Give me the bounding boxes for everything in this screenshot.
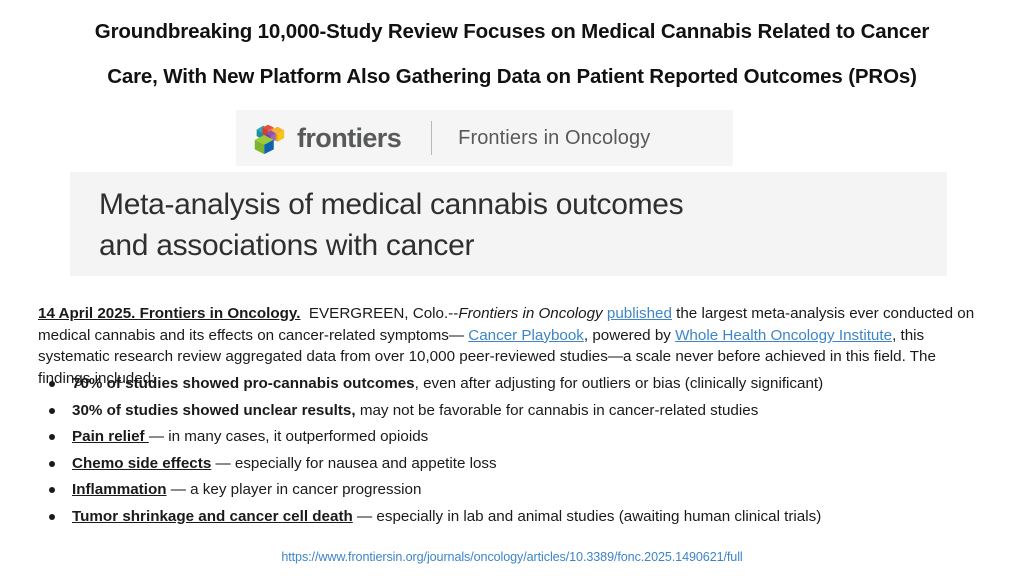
link-published[interactable]: published [606, 305, 672, 323]
body-segment-3: , powered by [583, 326, 676, 344]
body-segment-4: , this systematic research review aggreg… [38, 326, 936, 387]
finding-lead: Inflammation [72, 481, 167, 498]
bullet-icon [49, 407, 55, 414]
headline-line-2: Care, With New Platform Also Gathering D… [107, 64, 917, 88]
bullet-icon [49, 487, 55, 493]
journal-name-label: Frontiers in Oncology [458, 126, 651, 149]
journal-logo-banner: frontiers Frontiers in Oncology [236, 110, 733, 166]
body-segment-2: the largest meta-analysis ever conducted… [38, 305, 975, 344]
article-title-line-1: Meta-analysis of medical cannabis outcom… [99, 188, 684, 221]
finding-rest: , even after adjusting for outliers or b… [414, 375, 824, 392]
list-item: Tumor shrinkage and cancer cell death — … [38, 507, 998, 527]
journal-italic-mention: Frontiers in Oncology [458, 305, 603, 323]
list-item: Pain relief — in many cases, it outperfo… [38, 427, 998, 447]
finding-rest: may not be favorable for cannabis in can… [355, 401, 759, 419]
article-title-banner: Meta-analysis of medical cannabis outcom… [70, 172, 947, 276]
list-item: Chemo side effects — especially for naus… [38, 454, 998, 474]
headline-line-1: Groundbreaking 10,000-Study Review Focus… [94, 20, 930, 43]
finding-lead: 70% of studies showed pro-cannabis outco… [72, 375, 415, 392]
link-cancer-playbook[interactable]: Cancer Playbook [468, 326, 584, 344]
finding-rest: — in many cases, it outperformed opioids [148, 428, 429, 445]
frontiers-cubes-logo-icon [250, 119, 288, 157]
source-url-link-wrapper: https://www.frontiersin.org/journals/onc… [0, 550, 1024, 564]
frontiers-wordmark: frontiers [297, 122, 402, 153]
finding-lead: 30% of studies showed unclear results, [72, 401, 356, 419]
list-item: 30% of studies showed unclear results, m… [38, 401, 998, 421]
article-title-line-2: and associations with cancer [99, 228, 475, 262]
source-url-link[interactable]: https://www.frontiersin.org/journals/onc… [281, 550, 743, 564]
bullet-icon [49, 513, 55, 520]
bullet-icon [49, 460, 55, 467]
page-headline: Groundbreaking 10,000-Study Review Focus… [0, 0, 1024, 87]
logo-divider [431, 121, 433, 155]
list-item: Inflammation — a key player in cancer pr… [38, 480, 998, 500]
finding-lead: Tumor shrinkage and cancer cell death [72, 507, 353, 525]
finding-lead: Pain relief [72, 428, 149, 445]
list-item: 70% of studies showed pro-cannabis outco… [38, 374, 998, 394]
finding-rest: — especially in lab and animal studies (… [352, 507, 822, 525]
findings-list: 70% of studies showed pro-cannabis outco… [38, 374, 998, 533]
dateline: 14 April 2025. Frontiers in Oncology. [38, 305, 301, 323]
finding-rest: — a key player in cancer progression [166, 481, 422, 498]
body-segment-1: EVERGREEN, Colo.-- [300, 305, 459, 323]
press-release-body: 14 April 2025. Frontiers in Oncology. EV… [38, 303, 988, 389]
bullet-icon [49, 381, 55, 387]
bullet-icon [49, 434, 55, 440]
finding-lead: Chemo side effects [72, 454, 212, 472]
link-whole-health-oncology-institute[interactable]: Whole Health Oncology Institute [675, 326, 893, 344]
finding-rest: — especially for nausea and appetite los… [211, 454, 497, 472]
